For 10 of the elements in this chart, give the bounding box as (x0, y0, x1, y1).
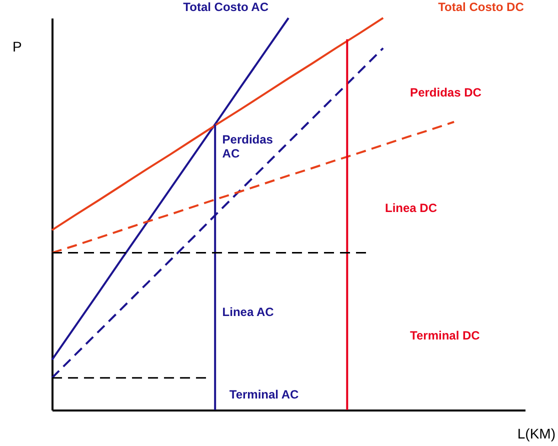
annotation: Terminal AC (229, 387, 300, 402)
annotation: Terminal DC (410, 328, 480, 343)
annotation: Linea DC (384, 201, 438, 216)
y-axis-title: P (12, 38, 22, 54)
annotation: Linea AC (222, 305, 274, 319)
annotation: Perdidas DC (410, 85, 482, 100)
annotation: Perdidas AC (222, 132, 274, 161)
series-label: Total Costo AC (183, 0, 269, 14)
text: Total Costo DC (438, 0, 524, 14)
x-axis-title: L(KM) (517, 426, 556, 442)
